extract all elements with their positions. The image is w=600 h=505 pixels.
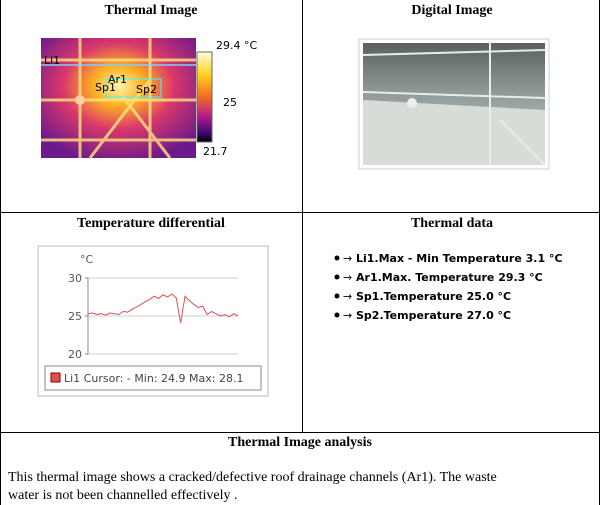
paragraph-line: This thermal image shows a cracked/defec… (8, 470, 497, 485)
y-tick-label: 25 (68, 310, 82, 323)
cell-title: Digital Image (411, 3, 492, 18)
marker-label: Ar1 (108, 73, 127, 86)
chart: 20 25 30 (68, 272, 239, 361)
bullet (334, 293, 340, 299)
arrow: → (343, 290, 352, 303)
legend (44, 365, 262, 391)
arrow: → (343, 309, 352, 322)
section-title: Thermal Image analysis (228, 435, 372, 450)
list-item: Li1.Max - Min Temperature 3.1 °C (356, 252, 563, 265)
scale-label: 29.4 °C (216, 39, 257, 52)
marker-label: Li1 (44, 54, 60, 67)
list-item: Sp1.Temperature 25.0 °C (356, 290, 511, 303)
thermal-image: Li1 Ar1 Sp1 Sp2 29.4 °C 25 21.7 (41, 38, 257, 159)
list-item: Sp2.Temperature 27.0 °C (356, 309, 511, 322)
data-line (87, 293, 239, 323)
cell-title: Temperature differential (77, 216, 225, 231)
bullet (334, 255, 340, 261)
y-tick-label: 20 (68, 348, 82, 361)
y-unit: °C (80, 253, 94, 266)
marker-label: Sp1 (95, 81, 116, 94)
arrow: → (343, 271, 352, 284)
bullet (334, 312, 340, 318)
digital-image (358, 38, 550, 170)
thermal-data-list: → Li1.Max - Min Temperature 3.1 °C → Ar1.Ma… (334, 252, 563, 322)
bullet (334, 274, 340, 280)
paragraph-line: water is not been channelled effectively… (8, 488, 237, 503)
scale-label: 25 (223, 96, 237, 109)
legend-text: Li1 Cursor: - Min: 24.9 Max: 28.1 (64, 372, 243, 385)
cell-title: Thermal Image (105, 3, 198, 18)
legend-swatch (50, 372, 61, 383)
arrow: → (343, 252, 352, 265)
list-item: Ar1.Max. Temperature 29.3 °C (356, 271, 543, 284)
cell-title: Thermal data (411, 216, 493, 231)
marker-label: Sp2 (136, 83, 157, 96)
scale-label: 21.7 (203, 145, 228, 158)
y-tick-label: 30 (68, 272, 82, 285)
